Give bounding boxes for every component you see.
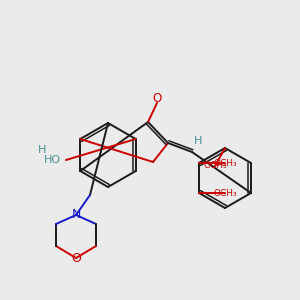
Text: H: H [38,145,46,155]
Text: HO: HO [44,155,61,165]
Text: OCH₃: OCH₃ [213,188,237,197]
Text: N: N [71,208,81,221]
Text: H: H [194,136,202,146]
Text: OCH₃: OCH₃ [203,161,227,170]
Text: O: O [71,251,81,265]
Text: OCH₃: OCH₃ [213,158,237,167]
Text: O: O [152,92,162,104]
